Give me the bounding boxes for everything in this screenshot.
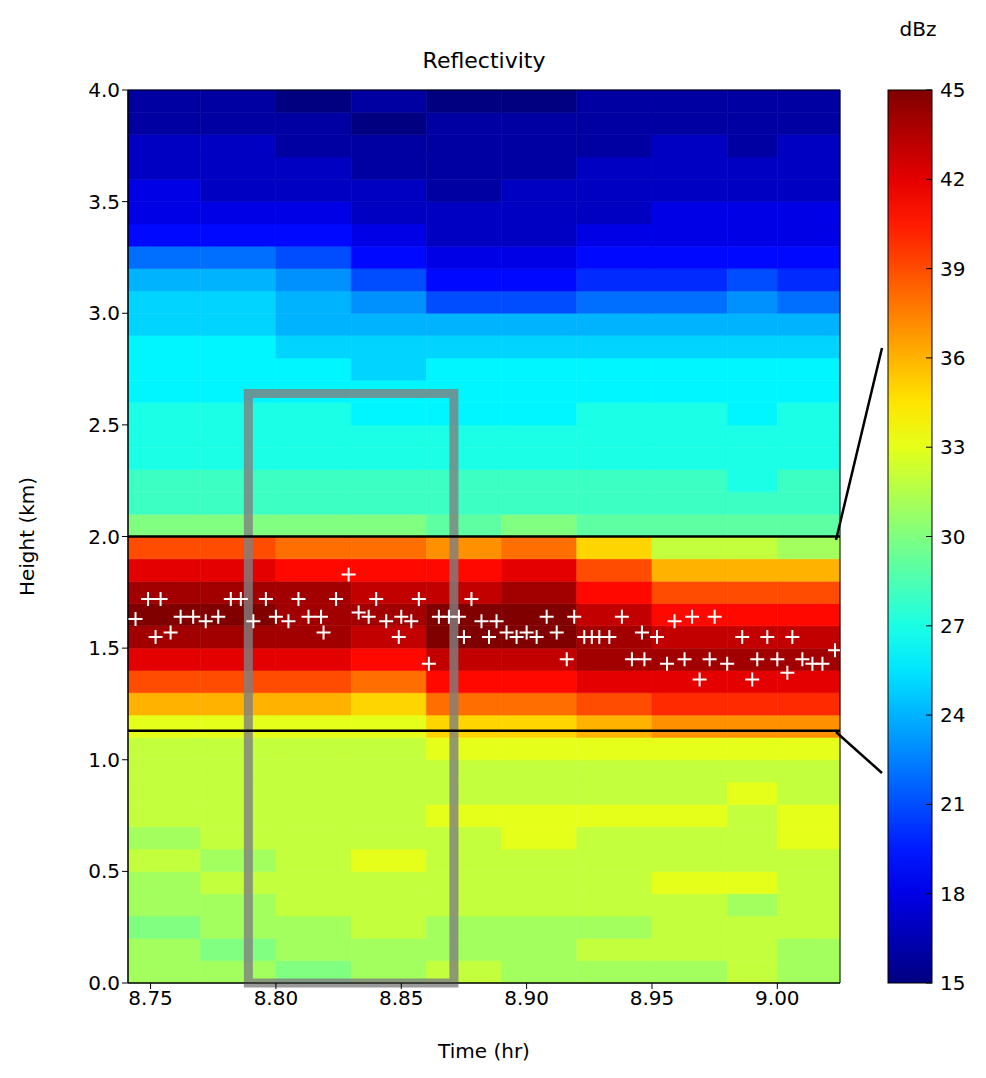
svg-text:2.5: 2.5 — [88, 413, 120, 437]
svg-text:9.00: 9.00 — [755, 986, 800, 1010]
svg-text:39: 39 — [940, 257, 965, 281]
svg-text:2.0: 2.0 — [88, 525, 120, 549]
svg-text:0.0: 0.0 — [88, 971, 120, 995]
svg-text:18: 18 — [940, 882, 965, 906]
svg-text:15: 15 — [940, 971, 965, 995]
svg-text:8.85: 8.85 — [379, 986, 424, 1010]
svg-text:42: 42 — [940, 167, 965, 191]
svg-text:8.75: 8.75 — [128, 986, 173, 1010]
svg-text:30: 30 — [940, 525, 965, 549]
svg-text:36: 36 — [940, 346, 965, 370]
svg-text:8.80: 8.80 — [254, 986, 299, 1010]
svg-text:0.5: 0.5 — [88, 859, 120, 883]
svg-text:24: 24 — [940, 703, 965, 727]
svg-text:1.5: 1.5 — [88, 636, 120, 660]
svg-text:3.5: 3.5 — [88, 190, 120, 214]
svg-text:21: 21 — [940, 792, 965, 816]
svg-text:8.95: 8.95 — [630, 986, 675, 1010]
svg-text:dBz: dBz — [900, 17, 937, 41]
svg-text:1.0: 1.0 — [88, 748, 120, 772]
svg-text:27: 27 — [940, 614, 965, 638]
svg-text:33: 33 — [940, 435, 965, 459]
svg-text:8.90: 8.90 — [504, 986, 549, 1010]
svg-text:45: 45 — [940, 78, 965, 102]
svg-text:3.0: 3.0 — [88, 301, 120, 325]
svg-text:4.0: 4.0 — [88, 78, 120, 102]
svg-text:Reflectivity: Reflectivity — [423, 48, 546, 73]
svg-text:Time (hr): Time (hr) — [437, 1039, 530, 1063]
svg-text:Height (km): Height (km) — [15, 477, 39, 596]
